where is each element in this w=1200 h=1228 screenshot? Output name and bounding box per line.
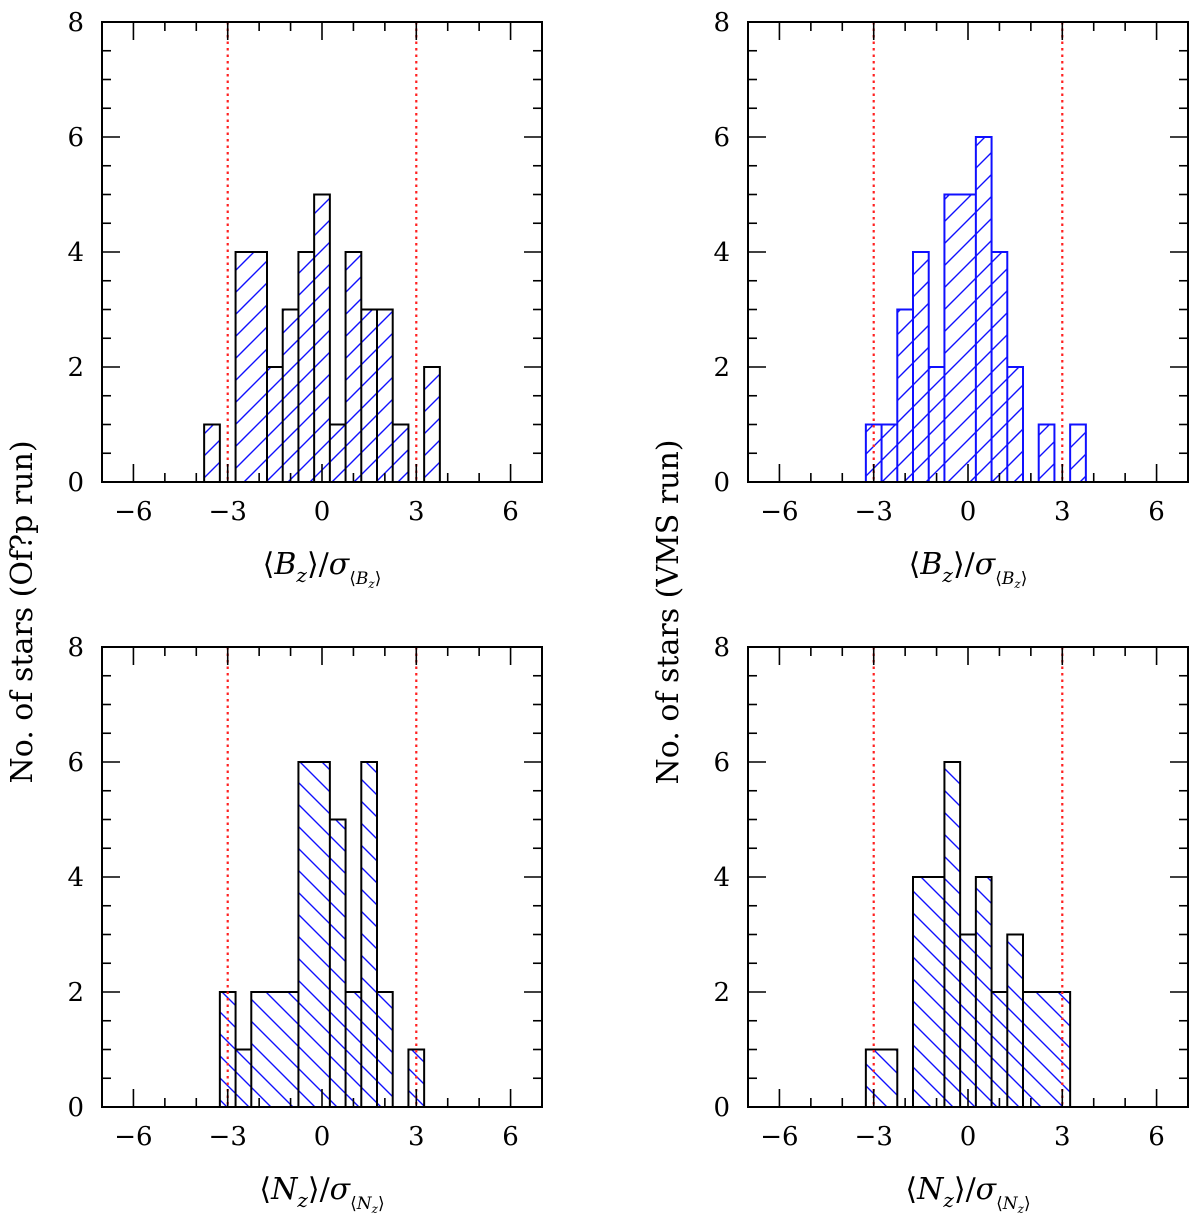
x-tick-label: 0 [314,497,331,527]
histogram-bar [1007,934,1023,1107]
histogram-bar [267,367,283,482]
y-tick-label: 0 [67,1093,84,1123]
y-tick-label: 8 [713,633,730,663]
x-tick-label: −6 [114,497,152,527]
histogram-bar [865,1049,898,1107]
histogram-bar [345,992,362,1107]
x-tick-label: 6 [1148,497,1165,527]
x-tick-label: −6 [760,497,798,527]
y-tick-label: 8 [67,633,84,663]
histogram-bar [1070,424,1086,482]
y-tick-label: 4 [67,238,84,268]
panel-bottom-right: −6 −3 0 3 6 0 2 4 6 8 ⟨Nz⟩/σ⟨Nz⟩ [713,633,1189,1216]
x-tick-label: 6 [1148,1122,1165,1152]
histogram-bar [991,252,1008,482]
panel-bottom-left: −6 −3 0 3 6 0 2 4 6 8 ⟨Nz⟩/σ⟨Nz⟩ [67,633,543,1216]
histogram-bar [1007,367,1023,482]
histogram-bar [282,309,299,482]
x-tick-label: 0 [960,497,977,527]
y-tick-label: 2 [67,353,84,383]
x-axis-title: ⟨Bz⟩/σ⟨Bz⟩ [263,547,382,591]
histogram-bar [345,252,362,482]
x-tick-label: −3 [209,1122,247,1152]
y-tick-label: 8 [67,8,84,38]
y-tick-label: 8 [713,8,730,38]
y-tick-label: 0 [67,468,84,498]
panel-top-left: −6 −3 0 3 6 0 2 4 6 8 ⟨Bz⟩/σ⟨Bz⟩ No. of stars (Of?p… [5,8,543,784]
y-tick-label: 2 [713,353,730,383]
histogram-bar [392,424,409,482]
y-tick-label: 6 [713,123,730,153]
histogram-bar [975,137,992,482]
y-tick-label: 0 [713,468,730,498]
panel-top-right: −6 −3 0 3 6 0 2 4 6 8 ⟨Bz⟩/σ⟨Bz⟩ No. of stars (VMS … [651,8,1189,785]
histogram-bar [314,194,330,482]
histogram-bar [204,424,220,482]
x-tick-label: −3 [855,1122,893,1152]
histogram-bar [944,194,976,482]
histogram-bar [377,992,393,1107]
x-tick-label: −3 [209,497,247,527]
y-axis-title: No. of stars (VMS run) [651,439,686,784]
histogram-bar [424,367,440,482]
histogram-bar [913,252,929,482]
histogram-bar [329,424,346,482]
y-tick-label: 2 [713,978,730,1008]
histogram-bar [913,877,945,1107]
y-tick-label: 0 [713,1093,730,1123]
x-tick-label: −3 [855,497,893,527]
histogram-bar [235,252,267,482]
x-tick-label: 3 [408,497,425,527]
x-tick-label: 0 [314,1122,331,1152]
x-axis-title: ⟨Nz⟩/σ⟨Nz⟩ [905,1172,1030,1216]
y-tick-label: 2 [67,978,84,1008]
y-tick-label: 6 [67,748,84,778]
histogram-bar [361,309,377,482]
histogram-bar [975,877,992,1107]
histogram-bar [897,309,913,482]
histogram-bar [928,367,945,482]
x-axis-title: ⟨Nz⟩/σ⟨Nz⟩ [259,1172,384,1216]
x-tick-label: 3 [408,1122,425,1152]
histogram-outline [748,136,1188,483]
histogram-bar [361,762,377,1107]
y-tick-label: 4 [713,238,730,268]
histogram-bar [944,762,961,1107]
histogram-bar [377,309,393,482]
y-tick-label: 4 [67,863,84,893]
y-tick-label: 4 [713,863,730,893]
y-axis-title: No. of stars (Of?p run) [5,440,40,783]
x-tick-label: 6 [502,497,519,527]
histogram-bar [298,762,330,1107]
x-tick-label: 0 [960,1122,977,1152]
histogram-bar [991,992,1008,1107]
y-tick-label: 6 [713,748,730,778]
histogram-bar [960,934,976,1107]
x-axis-title: ⟨Bz⟩/σ⟨Bz⟩ [909,547,1028,591]
histogram-bar [1038,424,1055,482]
x-tick-label: 6 [502,1122,519,1152]
histogram-bar [219,992,236,1107]
histogram-bar [329,819,346,1107]
x-tick-label: 3 [1054,1122,1071,1152]
histogram-bar [251,992,299,1107]
y-tick-label: 6 [67,123,84,153]
x-tick-label: −6 [114,1122,152,1152]
x-tick-label: −6 [760,1122,798,1152]
histogram-bar [298,252,315,482]
x-tick-label: 3 [1054,497,1071,527]
histogram-bar [881,424,898,482]
histogram-bar [235,1049,252,1107]
